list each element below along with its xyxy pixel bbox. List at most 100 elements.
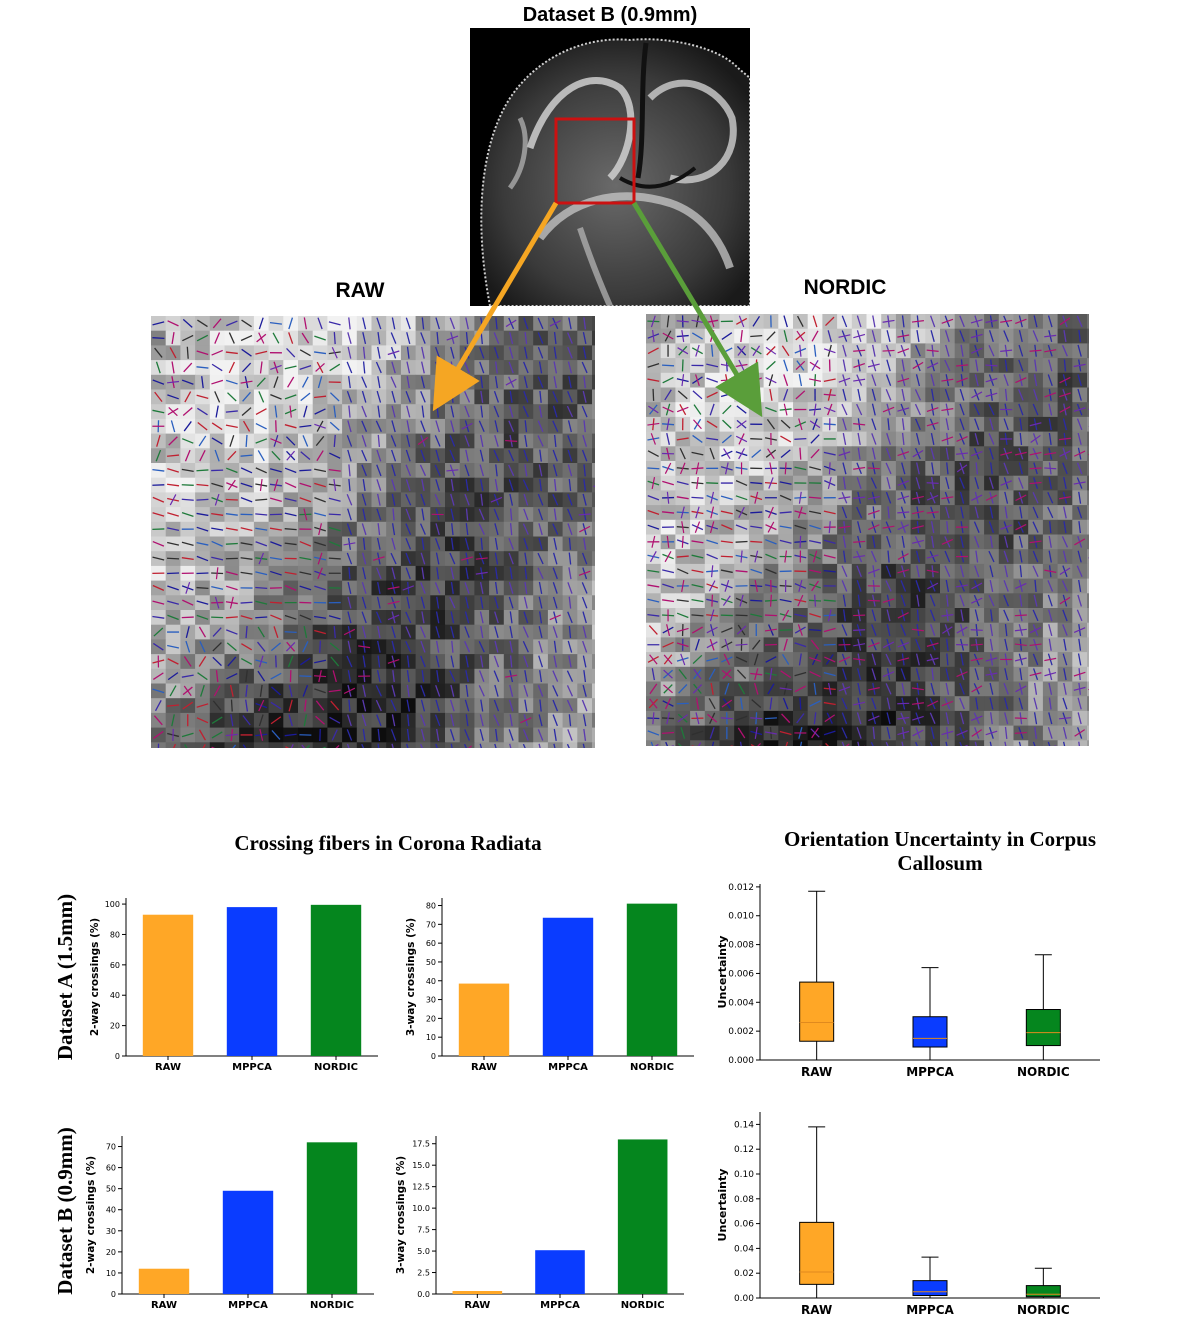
fiber-segment — [945, 638, 949, 651]
fiber-segment — [1018, 697, 1024, 710]
y-tick-label: 80 — [426, 902, 436, 911]
fiber-segment — [901, 418, 905, 431]
fiber-segment — [882, 641, 895, 649]
fiber-segment — [479, 464, 485, 477]
fiber-segment — [258, 317, 264, 330]
y-tick-label: 50 — [426, 958, 436, 967]
voxel — [793, 740, 809, 746]
y-tick-label: 60 — [110, 961, 120, 970]
fiber-segment — [956, 730, 968, 736]
fiber-segment — [402, 585, 415, 591]
fiber-segment — [181, 541, 194, 547]
voxel — [592, 492, 595, 508]
fiber-segment — [362, 361, 366, 374]
fiber-segment — [799, 697, 802, 710]
fiber-segment — [691, 540, 704, 544]
fiber-segment — [329, 452, 341, 459]
y-tick-label: 0.04 — [734, 1244, 754, 1254]
fiber-segment — [269, 321, 282, 325]
fiber-segment — [901, 741, 904, 746]
fiber-segment — [348, 464, 351, 477]
fiber-segment — [843, 609, 846, 622]
row-label-dataset-b: Dataset B (0.9mm) — [53, 1127, 77, 1295]
fiber-segment — [284, 394, 297, 400]
fiber-segment — [695, 697, 700, 710]
fiber-segment — [1059, 317, 1071, 326]
voxel — [459, 742, 475, 748]
fiber-segment — [228, 332, 235, 344]
fiber-segment — [842, 477, 846, 490]
fiber-segment — [406, 596, 411, 609]
fiber-segment — [567, 611, 573, 624]
fiber-segment — [549, 320, 561, 327]
fiber-segment — [245, 684, 248, 697]
fiber-segment — [974, 374, 979, 387]
fiber-segment — [524, 434, 528, 447]
voxel — [386, 742, 402, 748]
fiber-segment — [377, 523, 381, 536]
fiber-segment — [767, 448, 775, 459]
fiber-segment — [436, 596, 440, 609]
fiber-segment — [539, 611, 543, 624]
fiber-segment — [211, 512, 224, 516]
fiber-segment — [330, 656, 340, 667]
fiber-segment — [916, 462, 920, 475]
fiber-segment — [823, 451, 836, 456]
fiber-segment — [213, 685, 221, 697]
fiber-segment — [678, 669, 687, 680]
fiber-segment — [930, 682, 935, 695]
fiber-segment — [1047, 741, 1051, 746]
crossing-fibers-title: Crossing fibers in Corona Radiata — [234, 831, 542, 855]
fiber-segment — [539, 699, 542, 712]
fiber-segment — [779, 539, 792, 544]
fiber-segment — [508, 405, 514, 418]
fiber-segment — [376, 670, 381, 683]
fiber-segment — [419, 743, 423, 748]
fiber-segment — [568, 376, 572, 389]
fiber-segment — [286, 642, 296, 652]
fiber-segment — [1003, 330, 1010, 342]
voxel — [998, 740, 1014, 746]
voxel — [533, 742, 549, 748]
fiber-segment — [405, 464, 412, 477]
fiber-segment — [680, 727, 686, 739]
voxel — [1087, 475, 1089, 491]
fiber-segment — [1077, 344, 1082, 357]
fiber-segment — [989, 477, 994, 489]
fiber-segment — [182, 701, 194, 710]
fiber-segment — [198, 729, 207, 741]
fiber-segment — [798, 653, 802, 666]
fiber-segment — [784, 550, 788, 563]
voxel — [1087, 358, 1089, 374]
fiber-segment — [886, 477, 891, 490]
fiber-segment — [230, 714, 234, 727]
fiber-segment — [197, 319, 208, 328]
fiber-segment — [695, 638, 700, 651]
fiber-segment — [823, 406, 836, 413]
fiber-segment — [258, 552, 265, 565]
fiber-segment — [1047, 492, 1054, 504]
fiber-segment — [885, 683, 892, 695]
fiber-segment — [1000, 480, 1012, 486]
fiber-segment — [583, 317, 587, 330]
fiber-segment — [214, 596, 220, 609]
fiber-segment — [376, 479, 382, 491]
fiber-segment — [508, 582, 514, 594]
fiber-segment — [724, 580, 730, 592]
fiber-segment — [677, 390, 688, 400]
fiber-segment — [464, 640, 471, 653]
fiber-segment — [692, 434, 703, 443]
fiber-segment — [662, 364, 675, 367]
fiber-segment — [583, 479, 587, 492]
fiber-segment — [348, 699, 351, 712]
fiber-segment — [691, 598, 704, 603]
fiber-segment — [1032, 403, 1039, 416]
fiber-segment — [376, 449, 382, 462]
fiber-segment — [841, 403, 848, 416]
fiber-segment — [538, 596, 543, 609]
fiber-segment — [779, 481, 792, 485]
y-tick-label: 10.0 — [412, 1204, 430, 1213]
fiber-segment — [911, 525, 924, 530]
fiber-segment — [867, 687, 880, 691]
voxel — [592, 345, 595, 361]
